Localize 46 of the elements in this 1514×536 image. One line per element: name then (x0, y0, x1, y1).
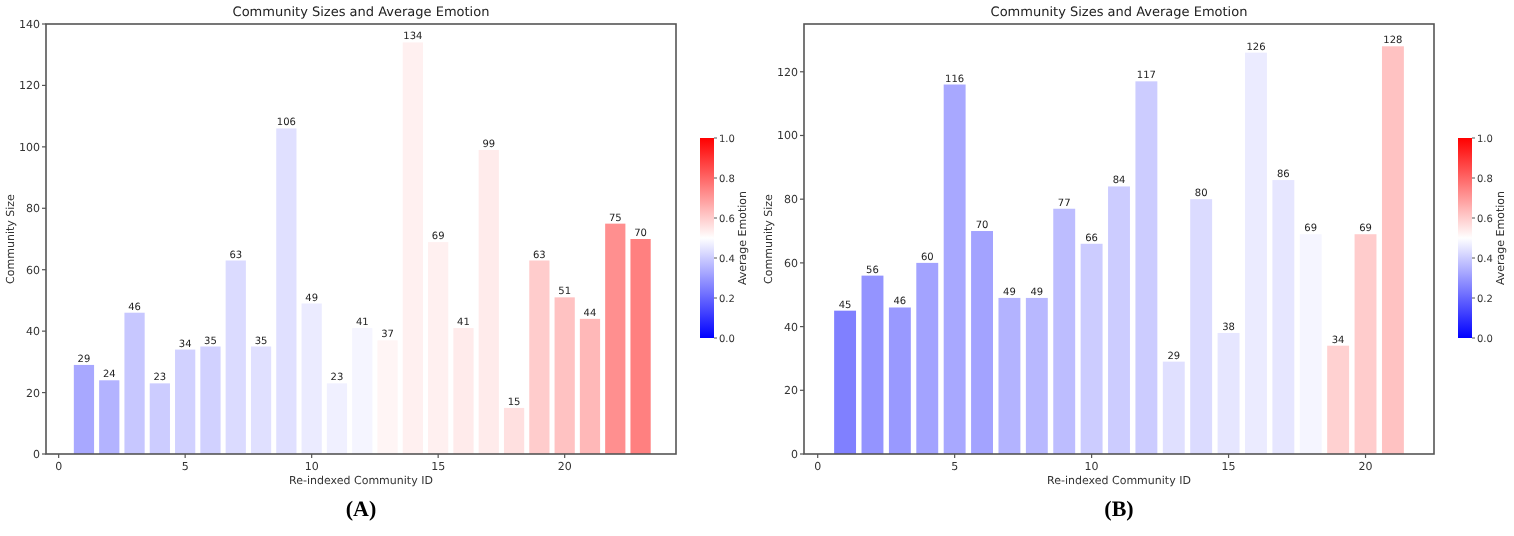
bar (1354, 234, 1377, 454)
bar (888, 307, 911, 454)
bar (861, 275, 884, 454)
bar (225, 260, 246, 454)
bar (971, 231, 993, 454)
bar (1053, 208, 1076, 454)
bar (326, 383, 348, 454)
bar (73, 364, 95, 454)
bar (453, 328, 474, 454)
bar (402, 42, 423, 454)
bar (478, 149, 499, 454)
text: (A) (345, 498, 377, 522)
bar (149, 383, 170, 454)
bar (1381, 46, 1404, 454)
bar (1299, 234, 1322, 454)
bar (352, 328, 373, 454)
bar (1217, 332, 1240, 454)
bar (1025, 297, 1048, 454)
bar (1327, 345, 1350, 454)
bar (529, 260, 550, 454)
bar (1162, 361, 1185, 454)
bar (200, 346, 221, 454)
bar (428, 242, 449, 454)
bar (1272, 180, 1295, 454)
bar (1080, 243, 1103, 454)
bar (916, 262, 939, 454)
bar (943, 84, 966, 454)
bar (554, 297, 575, 454)
bar (250, 346, 272, 454)
text: (B) (1104, 498, 1135, 522)
bar (605, 223, 626, 454)
bar (377, 340, 398, 454)
bar (579, 318, 601, 454)
bar (630, 239, 651, 454)
bar (1190, 199, 1213, 454)
bar (1108, 186, 1130, 454)
bar (1245, 52, 1267, 454)
bar (276, 128, 297, 454)
bar (503, 407, 525, 454)
bar (834, 310, 857, 454)
bar (99, 380, 120, 454)
bar (998, 297, 1021, 454)
bar (1135, 81, 1158, 454)
bar (175, 349, 196, 454)
bar (124, 312, 145, 454)
bar (301, 303, 322, 454)
